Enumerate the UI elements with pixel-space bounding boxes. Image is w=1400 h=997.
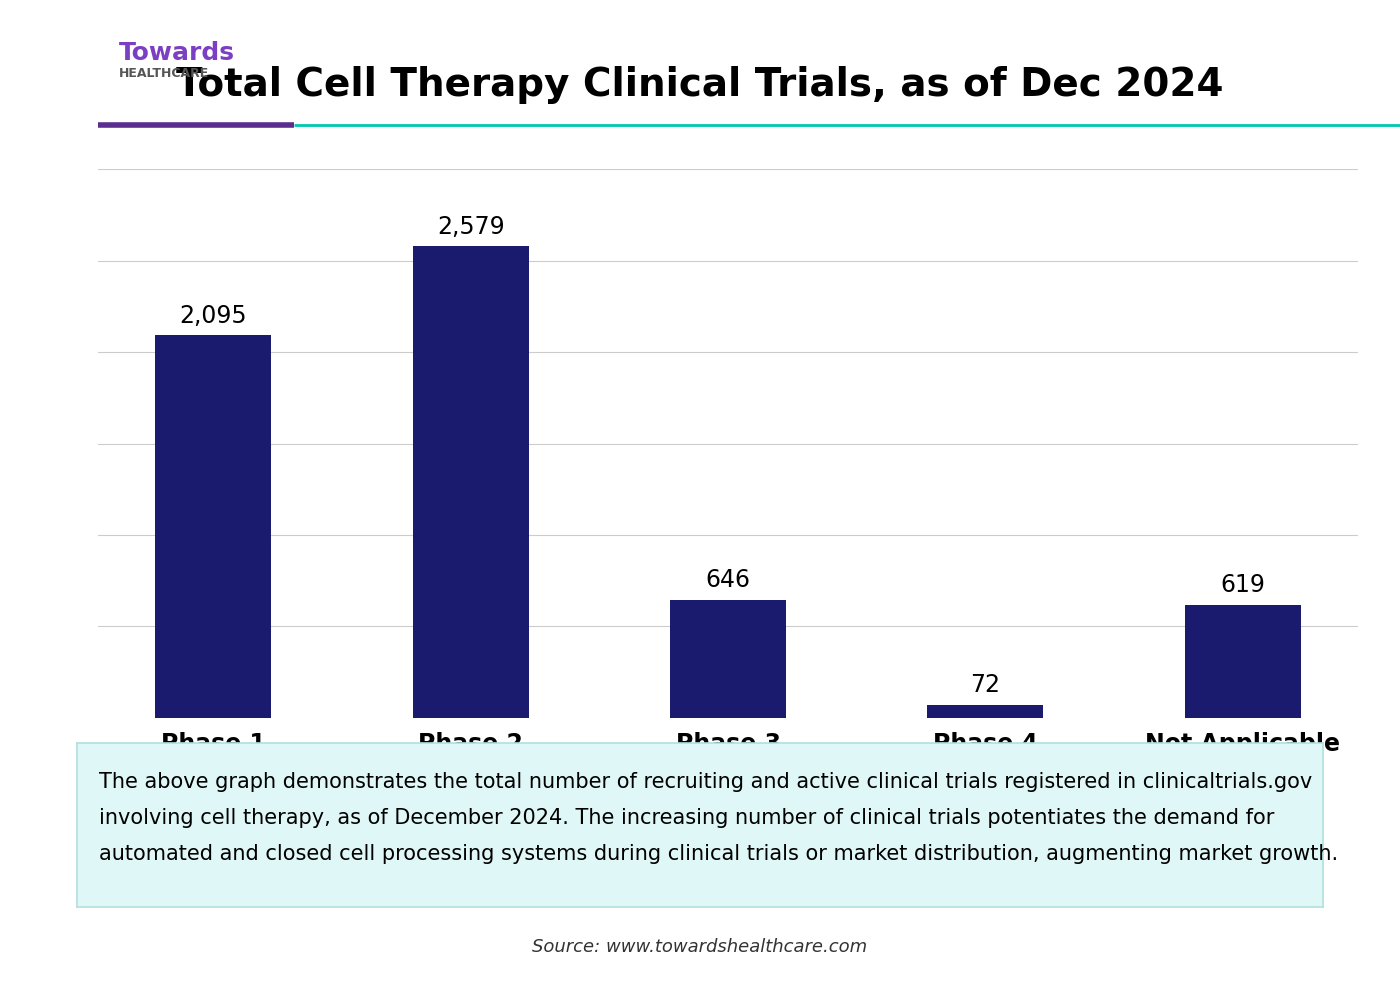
Text: The above graph demonstrates the total number of recruiting and active clinical : The above graph demonstrates the total n… (99, 773, 1338, 864)
Text: 646: 646 (706, 568, 750, 592)
Bar (1184, 605, 1301, 718)
Text: HEALTHCARE: HEALTHCARE (119, 67, 209, 81)
Bar (671, 600, 785, 718)
Text: 72: 72 (970, 673, 1001, 697)
Text: 619: 619 (1221, 573, 1266, 597)
Bar (155, 335, 272, 718)
Bar (413, 246, 529, 718)
Text: Total Cell Therapy Clinical Trials, as of Dec 2024: Total Cell Therapy Clinical Trials, as o… (176, 66, 1224, 104)
Text: Source: www.towardshealthcare.com: Source: www.towardshealthcare.com (532, 938, 868, 956)
Text: 2,095: 2,095 (179, 304, 246, 328)
Text: 2,579: 2,579 (437, 215, 504, 239)
Bar (927, 705, 1043, 718)
Text: Towards: Towards (119, 41, 235, 65)
